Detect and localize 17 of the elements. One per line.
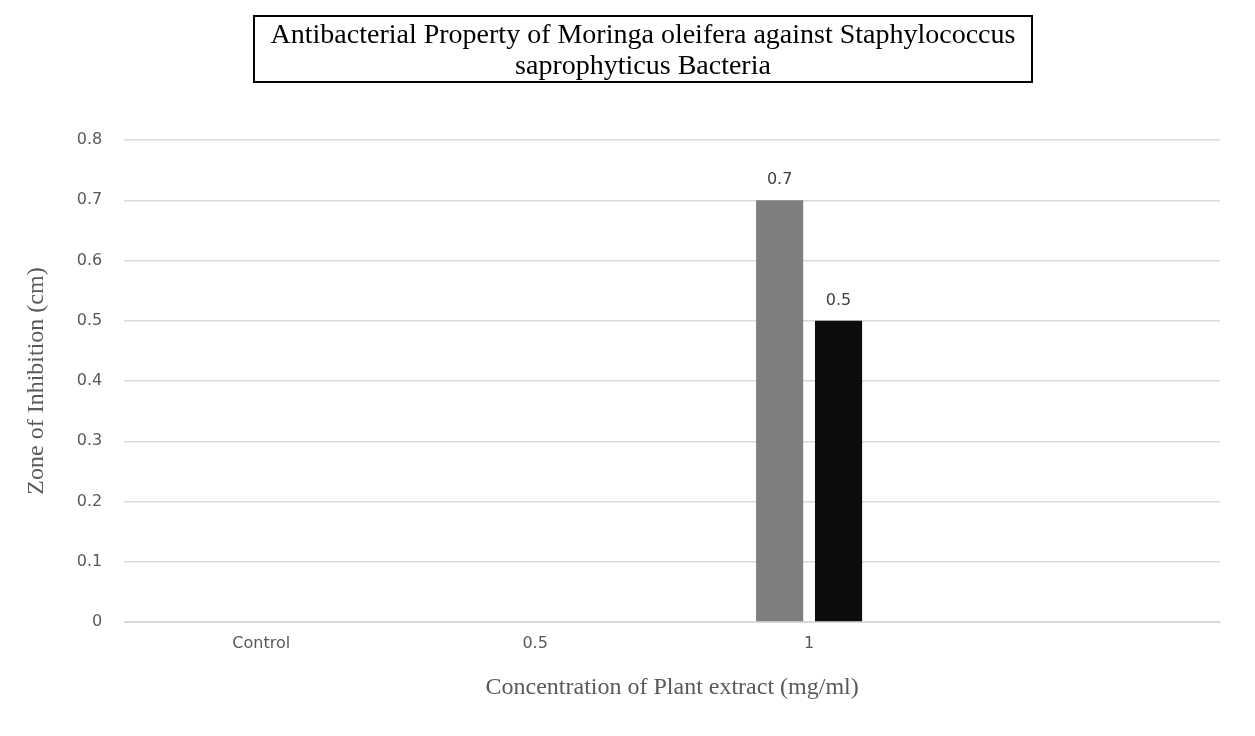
y-tick-label: 0.5 (76, 309, 103, 329)
y-axis-title: Zone of Inhibition (cm) (21, 267, 48, 495)
y-tick-label: 0.8 (76, 129, 103, 149)
y-tick-label: 0.4 (76, 370, 103, 390)
y-tick-label: 0.1 (76, 550, 103, 570)
y-tick-label: 0.3 (76, 430, 103, 450)
x-axis-title: Concentration of Plant extract (mg/ml) (485, 672, 859, 699)
x-tick-label: Control (232, 632, 291, 652)
x-tick-label: 1 (804, 632, 815, 652)
y-tick-label: 0 (92, 611, 103, 631)
data-label: 0.7 (766, 169, 793, 189)
chart-title: Antibacterial Property of Moringa oleifera against Staphylococcus saprophyticus Bacteria (253, 15, 1033, 83)
y-tick-label: 0.2 (76, 490, 103, 510)
y-tick-label: 0.6 (76, 249, 103, 269)
x-tick-label: 0.5 (522, 632, 548, 652)
y-tick-label: 0.7 (76, 189, 103, 209)
data-label: 0.5 (825, 289, 852, 309)
